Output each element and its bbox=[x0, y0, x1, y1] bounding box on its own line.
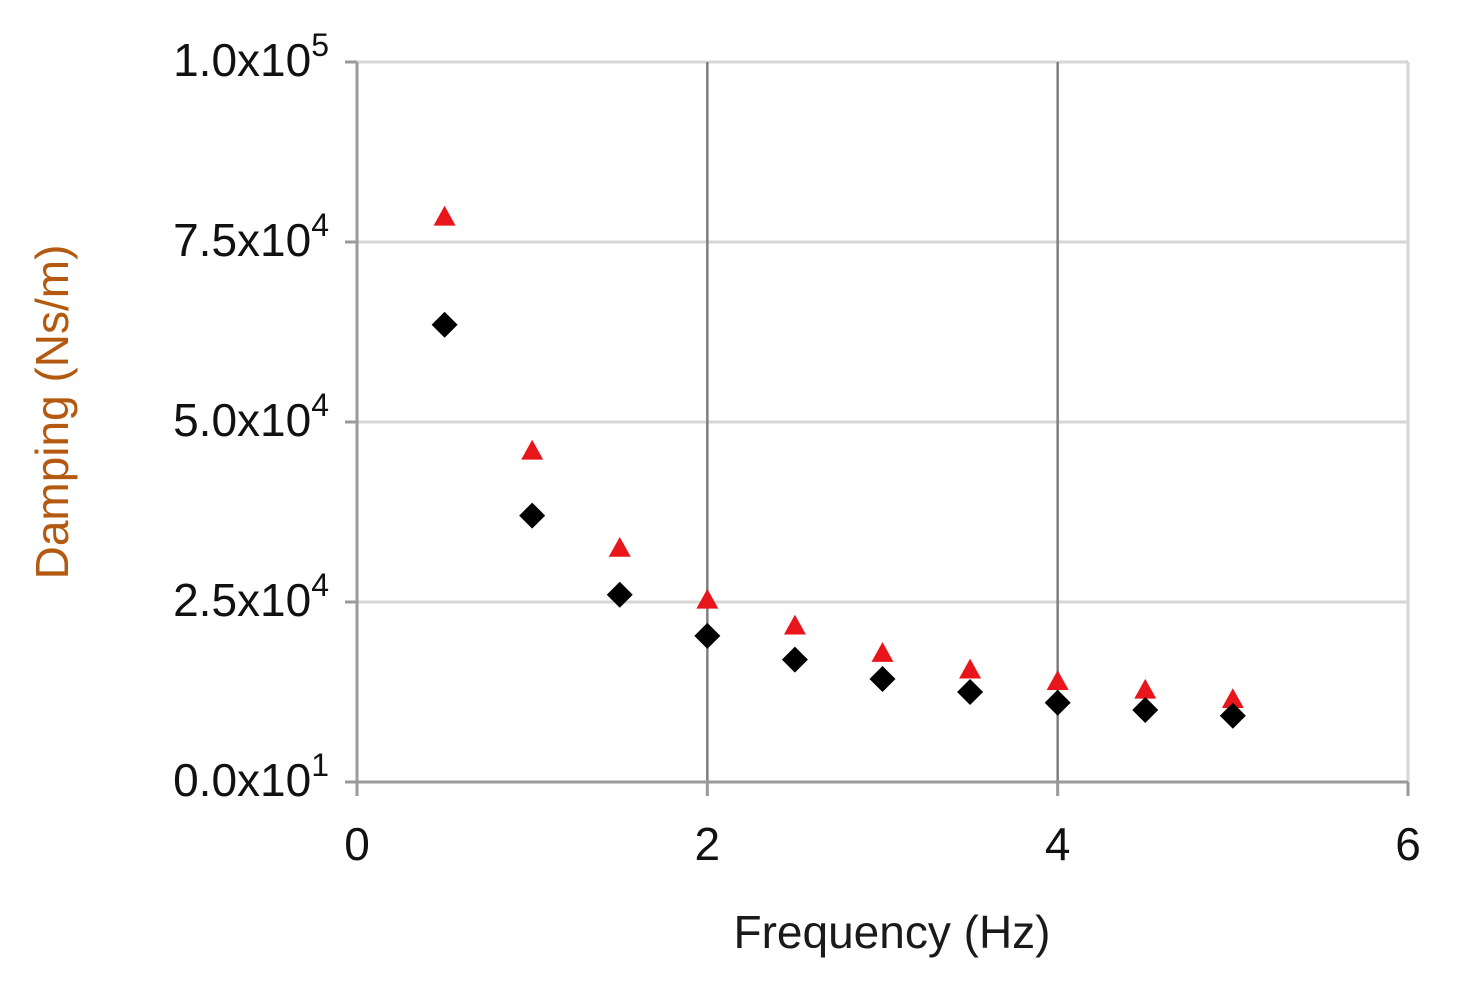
diamond-point bbox=[957, 679, 984, 705]
y-tick-mantissa: 2.5x10 bbox=[173, 574, 311, 626]
x-tick-label: 4 bbox=[1045, 818, 1071, 870]
x-axis-title: Frequency (Hz) bbox=[734, 906, 1051, 958]
diamond-point bbox=[606, 581, 633, 608]
triangle-point bbox=[959, 658, 982, 679]
diamond-point bbox=[869, 666, 896, 693]
y-tick-mantissa: 7.5x10 bbox=[173, 214, 311, 266]
y-tick-mantissa: 1.0x10 bbox=[173, 34, 311, 86]
y-tick-label: 1.0x105 bbox=[173, 27, 329, 86]
grid-lines bbox=[357, 60, 1410, 782]
y-tick-exponent: 4 bbox=[311, 567, 329, 603]
triangle-point bbox=[521, 439, 544, 460]
triangle-point bbox=[871, 642, 894, 662]
y-tick-exponent: 4 bbox=[311, 207, 329, 243]
triangle-point bbox=[608, 537, 631, 557]
diamond-point bbox=[1219, 702, 1246, 729]
triangle-point bbox=[1221, 688, 1244, 708]
y-tick-exponent: 4 bbox=[311, 387, 329, 423]
axes bbox=[345, 60, 1410, 796]
triangle-point bbox=[433, 205, 456, 226]
data-points bbox=[431, 205, 1246, 729]
y-tick-label: 5.0x104 bbox=[173, 387, 329, 446]
diamond-point bbox=[1132, 697, 1159, 723]
diamond-point bbox=[694, 622, 721, 649]
x-tick-label: 6 bbox=[1395, 818, 1421, 870]
x-tick-label: 2 bbox=[695, 818, 721, 870]
triangle-point bbox=[783, 614, 806, 635]
triangle-point bbox=[696, 588, 719, 609]
triangle-point bbox=[1046, 670, 1069, 690]
diamond-point bbox=[1044, 689, 1071, 716]
y-tick-label: 7.5x104 bbox=[173, 207, 329, 266]
y-tick-label: 0.0x101 bbox=[173, 747, 329, 806]
y-tick-exponent: 5 bbox=[311, 27, 329, 63]
y-axis-title: Damping (Ns/m) bbox=[26, 245, 78, 580]
y-tick-exponent: 1 bbox=[311, 747, 329, 783]
y-tick-label: 2.5x104 bbox=[173, 567, 329, 626]
x-tick-labels: 0 2 4 6 bbox=[344, 818, 1421, 870]
y-tick-mantissa: 5.0x10 bbox=[173, 394, 311, 446]
diamond-point bbox=[431, 311, 458, 338]
diamond-point bbox=[519, 502, 546, 529]
diamond-point bbox=[781, 646, 808, 673]
x-tick-label: 0 bbox=[344, 818, 370, 870]
y-tick-mantissa: 0.0x10 bbox=[173, 754, 311, 806]
triangle-point bbox=[1134, 678, 1157, 699]
